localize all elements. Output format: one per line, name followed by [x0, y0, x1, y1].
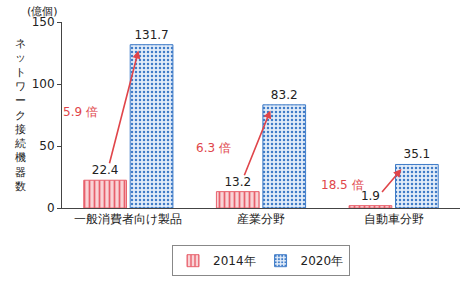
svg-text:2014年: 2014年 — [213, 254, 256, 268]
svg-text:一般消費者向け製品: 一般消費者向け製品 — [74, 212, 182, 226]
svg-text:35.1: 35.1 — [404, 147, 431, 161]
svg-text:50: 50 — [39, 139, 54, 153]
svg-text:100: 100 — [32, 77, 55, 91]
svg-text:18.5 倍: 18.5 倍 — [321, 178, 364, 192]
svg-text:0: 0 — [47, 201, 55, 215]
svg-text:6.3 倍: 6.3 倍 — [196, 141, 231, 155]
svg-text:産業分野: 産業分野 — [237, 212, 285, 226]
svg-text:1.9: 1.9 — [361, 189, 380, 203]
svg-text:131.7: 131.7 — [134, 28, 168, 42]
svg-text:83.2: 83.2 — [271, 88, 298, 102]
svg-text:2020年: 2020年 — [301, 254, 344, 268]
svg-text:(億個): (億個) — [27, 5, 58, 18]
svg-text:13.2: 13.2 — [224, 175, 251, 189]
svg-text:自動車分野: 自動車分野 — [364, 212, 424, 226]
svg-text:150: 150 — [32, 15, 55, 29]
svg-text:ネットワーク接続機器数: ネットワーク接続機器数 — [14, 37, 26, 193]
svg-text:22.4: 22.4 — [92, 163, 119, 177]
svg-text:5.9 倍: 5.9 倍 — [63, 105, 98, 119]
